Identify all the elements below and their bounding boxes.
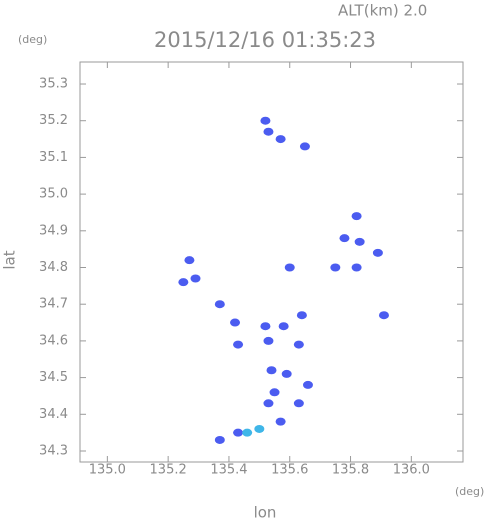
echo-cell <box>260 322 271 331</box>
y-tick-label: 35.3 <box>39 77 68 92</box>
echo-cell <box>214 300 225 309</box>
echo-cell <box>275 135 286 144</box>
echo-cell <box>184 256 195 265</box>
chart-title: 2015/12/16 01:35:23 <box>154 28 376 52</box>
echo-cell <box>378 311 389 320</box>
echo-cell <box>354 237 365 246</box>
echo-cell <box>339 234 350 243</box>
y-tick-label: 34.8 <box>39 260 68 275</box>
echo-cell <box>302 380 313 389</box>
x-tick-label: 135.8 <box>332 463 369 478</box>
y-tick-label: 35.0 <box>39 187 68 202</box>
y-tick-label: 34.6 <box>39 333 68 348</box>
echo-cell <box>284 263 295 272</box>
y-tick-label: 34.5 <box>39 370 68 385</box>
echo-cell <box>178 278 189 287</box>
echo-cell <box>278 322 289 331</box>
echo-cell <box>214 435 225 444</box>
x-axis-label: lon <box>254 504 277 521</box>
y-tick-label: 35.2 <box>39 113 68 128</box>
echo-cell <box>266 366 277 375</box>
echo-cell <box>281 369 292 378</box>
echo-cell <box>293 399 304 408</box>
x-tick-label: 135.2 <box>150 463 187 478</box>
y-axis-label: lat <box>1 250 19 269</box>
x-tick-label: 135.0 <box>89 463 126 478</box>
echo-cell <box>254 424 265 433</box>
echo-cell <box>263 127 274 136</box>
x-tick-label: 135.4 <box>210 463 247 478</box>
echo-cell <box>269 388 280 397</box>
chart-subtitle: ALT(km) 2.0 <box>338 2 427 20</box>
y-tick-label: 34.4 <box>39 407 68 422</box>
y-tick-label: 35.1 <box>39 150 68 165</box>
x-tick-label: 135.6 <box>271 463 308 478</box>
echo-cell <box>242 428 253 437</box>
echo-cell <box>263 399 274 408</box>
echo-cell <box>275 417 286 426</box>
echo-cell <box>351 212 362 221</box>
x-tick-label: 136.0 <box>393 463 430 478</box>
echo-cell <box>299 142 310 151</box>
y-tick-label: 34.7 <box>39 297 68 312</box>
y-tick-label: 34.3 <box>39 443 68 458</box>
echo-cell <box>351 263 362 272</box>
echo-cell <box>190 274 201 283</box>
echo-cell <box>233 428 244 437</box>
echo-cell <box>263 336 274 345</box>
echo-cell <box>233 340 244 349</box>
y-unit: (deg) <box>18 33 47 46</box>
echo-cell <box>230 318 241 327</box>
echo-cell <box>296 311 307 320</box>
echo-cell <box>330 263 341 272</box>
echo-cell <box>260 116 271 125</box>
echo-cell <box>372 248 383 257</box>
x-unit: (deg) <box>455 485 484 498</box>
echo-cell <box>293 340 304 349</box>
plot-frame <box>79 61 464 463</box>
y-tick-label: 34.9 <box>39 223 68 238</box>
